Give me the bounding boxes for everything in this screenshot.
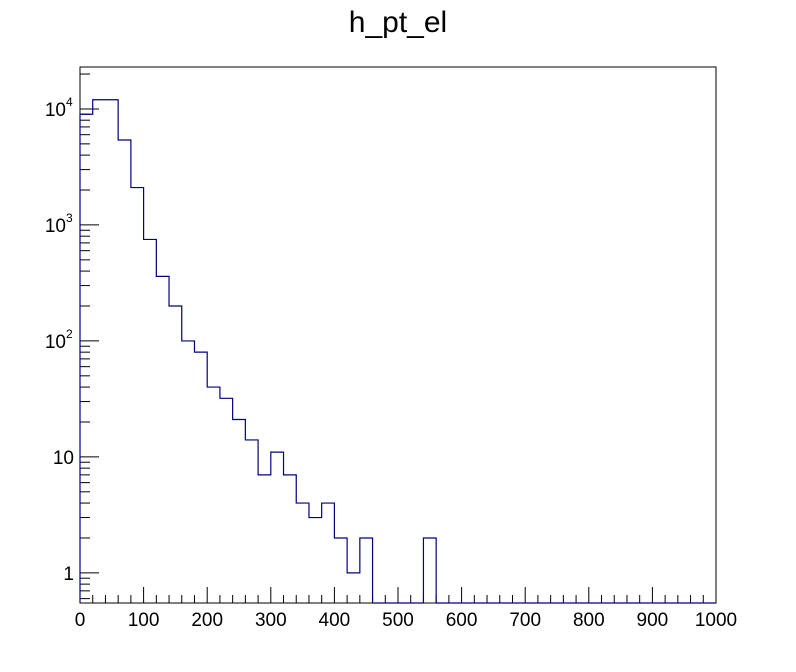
y-tick-label: 1	[63, 564, 74, 585]
y-axis	[80, 73, 99, 600]
x-tick-label: 300	[255, 610, 287, 631]
y-tick-label-exponent: 2	[66, 327, 73, 341]
x-tick-label: 1000	[695, 610, 737, 631]
x-axis	[79, 587, 717, 603]
plot-frame	[79, 66, 717, 604]
y-tick-label: 10 3	[45, 211, 73, 237]
y-tick-label: 10	[53, 448, 74, 469]
y-tick-label-base: 10	[45, 100, 66, 121]
x-tick-label: 900	[637, 610, 669, 631]
x-tick-label: 800	[573, 610, 605, 631]
chart-title: h_pt_el	[349, 6, 447, 39]
x-tick-label: 700	[509, 610, 541, 631]
x-tick-labels: 0 100 200 300 400 500 600 700 800 900 1000	[75, 610, 737, 631]
x-tick-label: 100	[128, 610, 160, 631]
y-tick-label-base: 10	[45, 216, 66, 237]
y-tick-label: 10 4	[45, 95, 73, 121]
x-tick-label: 600	[446, 610, 478, 631]
x-tick-label: 500	[382, 610, 414, 631]
x-tick-label: 200	[191, 610, 223, 631]
y-tick-label-exponent: 4	[66, 95, 73, 109]
x-tick-label: 400	[319, 610, 351, 631]
y-tick-label-base: 10	[45, 332, 66, 353]
x-tick-label: 0	[75, 610, 86, 631]
histogram-series-line	[79, 99, 716, 604]
y-tick-label-exponent: 3	[66, 211, 73, 225]
y-tick-label: 10 2	[45, 327, 73, 353]
